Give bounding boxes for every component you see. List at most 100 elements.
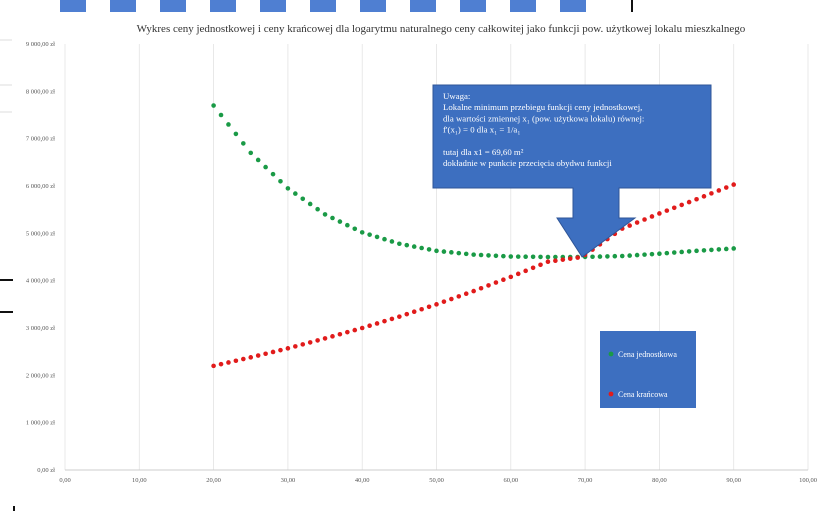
data-point <box>649 251 655 257</box>
x-tick-label: 80,00 <box>652 477 667 484</box>
data-point <box>538 254 543 260</box>
data-point <box>226 360 231 365</box>
data-point <box>404 242 410 248</box>
data-point <box>218 112 224 118</box>
data-point <box>731 182 736 187</box>
data-point <box>367 232 372 237</box>
data-point <box>612 253 618 259</box>
y-tick-labels: 0,00 zł 1 000,00 zł 2 000,00 zł 3 000,00 zł… <box>26 41 55 474</box>
data-point <box>701 194 707 199</box>
legend-marker <box>608 351 614 357</box>
data-point <box>508 254 514 259</box>
data-point <box>278 347 283 353</box>
data-point <box>359 325 365 331</box>
data-point <box>426 247 432 252</box>
data-point <box>538 262 543 268</box>
top-strip <box>0 0 836 14</box>
x-tick-label: 20,00 <box>206 477 221 484</box>
data-point <box>226 122 231 127</box>
data-point <box>716 188 722 193</box>
chart-svg: Wykres ceny jednostkowej i ceny krańcowe… <box>26 23 817 484</box>
y-tick-label: 2 000,00 zł <box>26 372 55 379</box>
data-point <box>441 299 447 304</box>
data-point <box>315 206 320 212</box>
data-point <box>597 254 603 259</box>
data-point <box>330 334 335 339</box>
x-tick-label: 100,00 <box>799 477 817 484</box>
data-point <box>248 150 254 156</box>
data-point <box>575 255 580 260</box>
data-point <box>419 245 424 251</box>
x-tick-label: 10,00 <box>132 477 147 484</box>
data-point <box>352 226 358 232</box>
x-tick-label: 40,00 <box>355 477 370 484</box>
data-point <box>337 331 343 337</box>
x-tick-label: 50,00 <box>429 477 444 484</box>
data-point <box>263 351 268 357</box>
data-point <box>293 191 298 196</box>
data-point <box>694 248 699 254</box>
data-point <box>701 248 707 253</box>
data-point <box>716 247 722 252</box>
data-point <box>441 249 447 254</box>
data-point <box>322 212 328 217</box>
data-point <box>434 302 439 307</box>
data-point <box>300 342 306 347</box>
annotation-shape <box>432 84 712 258</box>
data-point <box>218 361 224 367</box>
series-points <box>211 103 736 369</box>
y-tick-label: 6 000,00 zł <box>26 183 55 190</box>
grid <box>64 44 809 470</box>
data-point <box>463 291 469 297</box>
data-point <box>285 346 291 351</box>
x-tick-label: 60,00 <box>503 477 518 484</box>
data-point <box>642 217 647 222</box>
annotation-line: Lokalne minimum przebiegu funkcji ceny j… <box>443 102 642 112</box>
data-point <box>330 215 335 221</box>
data-point <box>374 234 380 240</box>
annotation-line: dla wartości zmiennej x₁ (pow. użytkowa … <box>443 113 644 123</box>
data-point <box>634 252 640 258</box>
y-tick-label: 9 000,00 zł <box>26 41 55 48</box>
data-point <box>523 254 528 260</box>
data-point <box>233 131 239 137</box>
data-point <box>671 250 677 255</box>
data-point <box>270 349 276 355</box>
data-point <box>426 304 432 310</box>
data-point <box>553 258 558 264</box>
data-point <box>634 220 640 225</box>
data-point <box>515 271 521 277</box>
data-point <box>723 246 729 252</box>
data-point <box>352 327 358 333</box>
data-point <box>545 254 551 260</box>
data-point <box>731 246 736 251</box>
data-point <box>664 208 670 213</box>
data-point <box>530 265 536 271</box>
data-point <box>723 185 729 190</box>
data-point <box>241 141 246 146</box>
data-point <box>508 274 514 280</box>
data-point <box>248 355 254 360</box>
y-tick-label: 1 000,00 zł <box>26 420 55 427</box>
data-point <box>374 321 380 326</box>
data-point <box>523 268 528 274</box>
data-point <box>278 178 283 184</box>
data-point <box>293 344 298 349</box>
y-tick-label: 4 000,00 zł <box>26 278 55 285</box>
annotation-line: dokładnie w punkcie przecięcia obydwu fu… <box>443 158 612 168</box>
data-point <box>694 196 699 202</box>
data-point <box>456 294 462 299</box>
data-point <box>411 244 417 249</box>
annotation-line: tutaj dla x1 = 69,60 m² <box>443 147 524 157</box>
data-point <box>553 254 558 260</box>
data-point <box>233 358 239 364</box>
data-point <box>530 254 536 260</box>
data-point <box>367 323 372 329</box>
data-point <box>211 363 216 369</box>
y-tick-label: 5 000,00 zł <box>26 230 55 237</box>
left-edge-lines <box>0 39 12 113</box>
legend-label: Cena krańcowa <box>618 390 668 399</box>
y-tick-label: 0,00 zł <box>37 467 55 474</box>
data-point <box>605 254 610 259</box>
annotation-line: f'(x₁) = 0 dla x₁ = 1/a₁ <box>443 125 520 135</box>
